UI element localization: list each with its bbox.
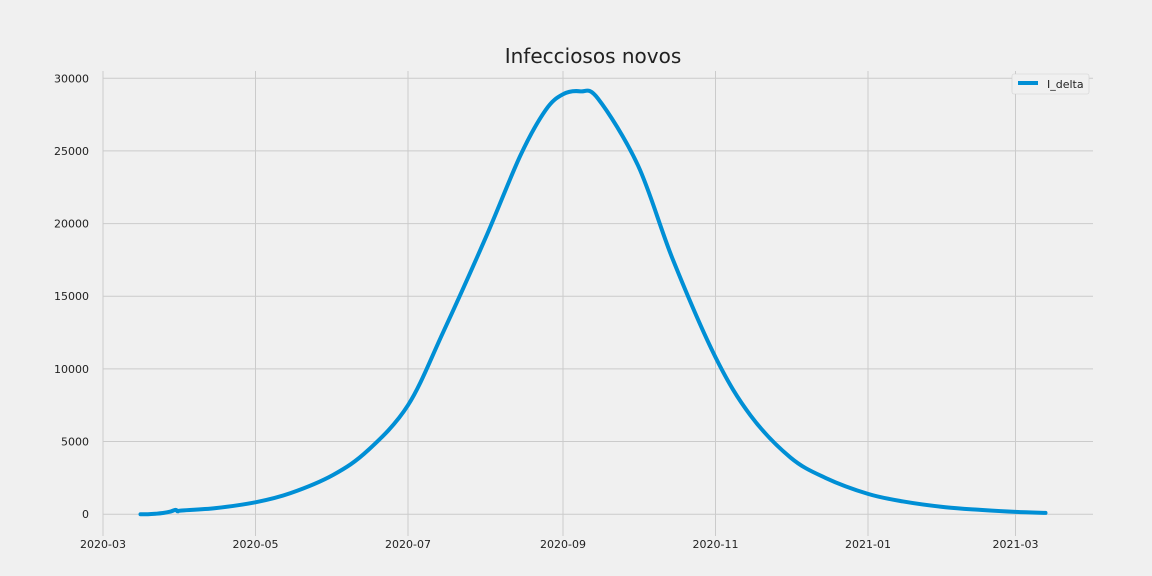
x-tick-label: 2020-09 bbox=[540, 538, 586, 551]
y-tick-label: 15000 bbox=[54, 290, 89, 303]
axes: 2020-03 2020-05 2020-07 2020-09 2020-11 2021-… bbox=[54, 72, 1038, 551]
series-line-I_delta bbox=[138, 88, 1048, 517]
legend: I_delta bbox=[1011, 73, 1090, 95]
y-tick-label: 30000 bbox=[54, 72, 89, 85]
series-layer bbox=[138, 88, 1048, 517]
y-tick-label: 5000 bbox=[61, 436, 89, 449]
y-tick-label: 0 bbox=[82, 508, 89, 521]
chart-title: Infecciosos novos bbox=[505, 44, 682, 68]
x-tick-label: 2020-07 bbox=[385, 538, 431, 551]
x-tick-label: 2020-05 bbox=[233, 538, 279, 551]
y-tick-label: 25000 bbox=[54, 145, 89, 158]
legend-box bbox=[1011, 73, 1090, 95]
x-tick-label: 2021-03 bbox=[993, 538, 1039, 551]
y-tick-label: 10000 bbox=[54, 363, 89, 376]
y-tick-label: 20000 bbox=[54, 218, 89, 231]
x-tick-label: 2021-01 bbox=[845, 538, 891, 551]
grid bbox=[102, 71, 1093, 536]
x-tick-label: 2020-03 bbox=[80, 538, 126, 551]
x-tick-label: 2020-11 bbox=[693, 538, 739, 551]
legend-label: I_delta bbox=[1047, 78, 1084, 91]
